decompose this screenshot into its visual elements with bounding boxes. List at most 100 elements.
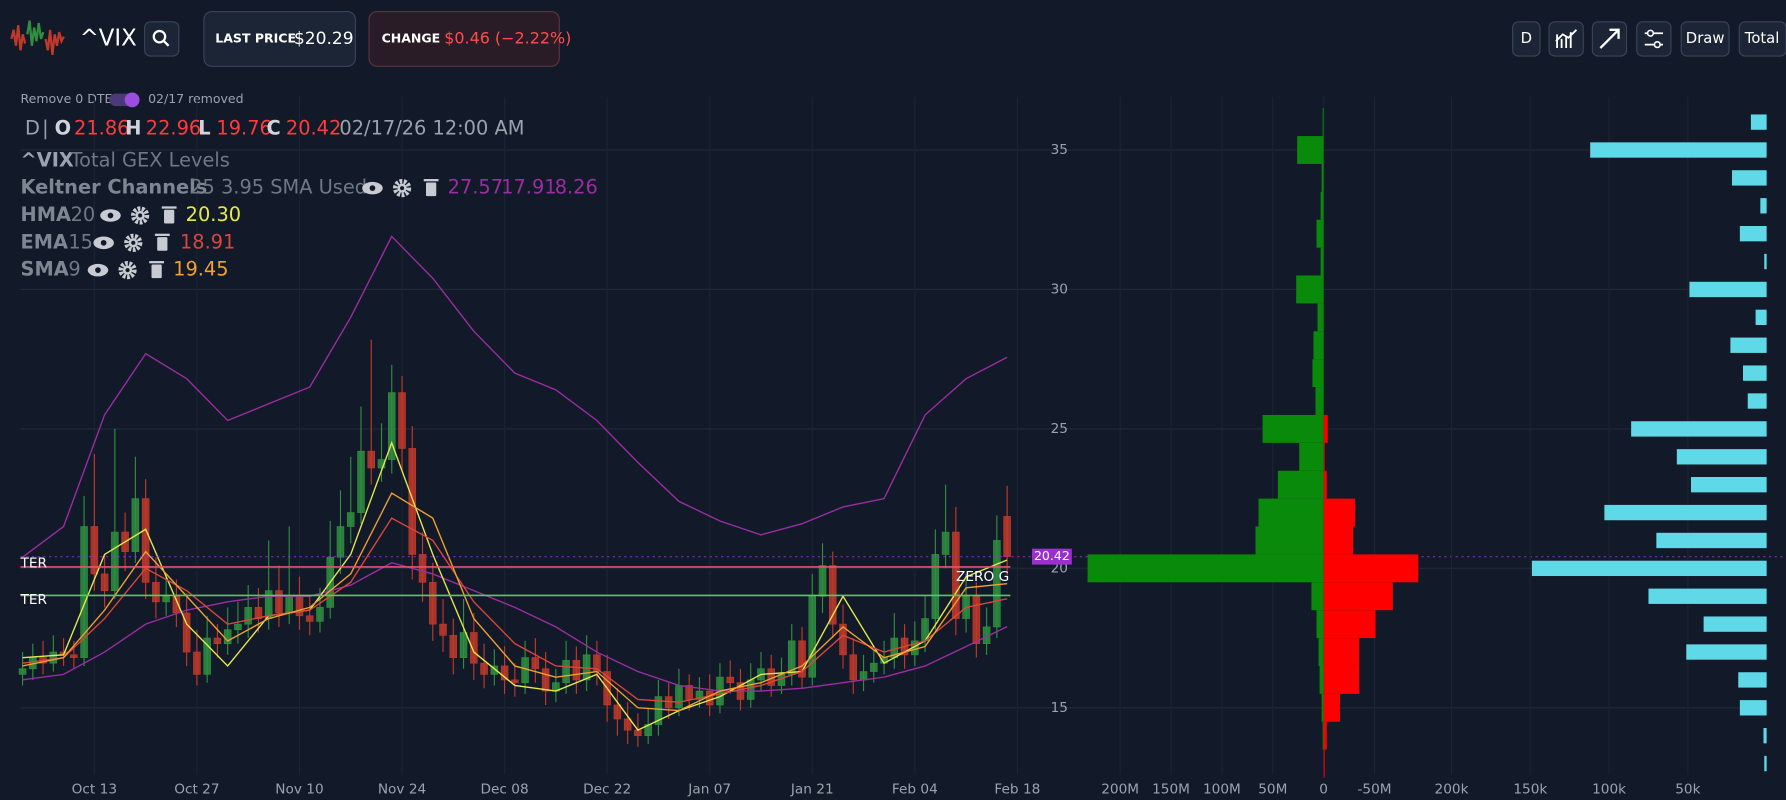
candle-body <box>511 679 519 684</box>
gex-bar <box>1258 498 1324 527</box>
draw-button[interactable] <box>1680 21 1730 57</box>
gex-bar <box>1316 219 1324 248</box>
last-price: $20.29 <box>294 29 354 49</box>
candle-body <box>695 690 704 700</box>
gear-icon[interactable] <box>130 206 150 225</box>
candle-body <box>531 657 540 670</box>
candle-body <box>234 623 242 631</box>
settings-icon[interactable] <box>1653 40 1661 49</box>
gex-bar <box>1760 198 1767 214</box>
trash-icon[interactable] <box>161 206 177 209</box>
gear-icon[interactable] <box>138 213 143 218</box>
gex-bar <box>1322 721 1324 750</box>
search-button-frame[interactable] <box>144 21 180 57</box>
y-tick-label: 25 <box>1051 421 1068 437</box>
indicator-name: HMA <box>21 203 71 226</box>
gex-bar <box>1676 449 1767 465</box>
gex-bar <box>1315 387 1324 415</box>
trash-icon[interactable] <box>425 182 437 197</box>
trash-icon[interactable] <box>423 179 439 182</box>
gear-icon[interactable] <box>124 233 143 252</box>
gear-icon[interactable] <box>131 240 136 245</box>
last-price-tag <box>1031 548 1072 565</box>
candle-body <box>18 668 27 675</box>
gex-bar <box>1750 114 1767 130</box>
trash-icon[interactable] <box>151 264 162 279</box>
gex-bar <box>1323 498 1356 527</box>
interval-button[interactable] <box>1512 21 1541 57</box>
candle-body <box>285 595 293 614</box>
x-tick-label: 150M <box>1152 782 1190 798</box>
toggle-knob[interactable] <box>124 92 140 108</box>
legend-ohlc: L <box>198 116 210 139</box>
toolbar-right: D Draw Total <box>1512 21 1786 57</box>
x-tick-label: Oct 27 <box>174 782 219 798</box>
gex-bar <box>1631 421 1767 437</box>
study-name: Total GEX Levels <box>70 148 230 171</box>
draw-button-label[interactable]: Draw <box>1686 30 1725 47</box>
gex-bar <box>1322 108 1324 137</box>
gex-bar <box>1320 191 1324 220</box>
x-tick-label: 0 <box>1319 782 1328 798</box>
indicator-value: 17.91 <box>501 176 556 199</box>
search-button[interactable] <box>144 21 180 57</box>
indicator-value: 27.57 <box>448 176 503 199</box>
trash-icon[interactable] <box>157 237 168 251</box>
gex-bar <box>1317 303 1324 332</box>
interval-button-label[interactable]: D <box>1521 30 1532 47</box>
trash-icon[interactable] <box>164 209 175 224</box>
candle-body <box>336 526 345 558</box>
y-tick-label: 30 <box>1051 281 1068 297</box>
gex-bar <box>1703 616 1767 632</box>
legend-ohlc: O <box>55 116 71 139</box>
candle-body <box>500 665 509 681</box>
settings-button[interactable] <box>1636 21 1672 57</box>
total-button[interactable] <box>1738 21 1786 57</box>
gex-bar <box>1648 588 1767 604</box>
gex-bar <box>1686 644 1767 660</box>
indicator-value: 19.45 <box>173 258 228 281</box>
trash-icon[interactable] <box>154 233 170 236</box>
gex-bar <box>1689 281 1767 298</box>
candle-body <box>931 554 940 619</box>
gear-icon[interactable] <box>392 179 412 198</box>
eye-icon[interactable] <box>95 267 101 273</box>
candle-body <box>90 526 99 575</box>
gex-bar <box>1738 672 1767 688</box>
candle-body <box>480 662 488 675</box>
indicator-params: 9 <box>68 258 80 281</box>
dte-toggle[interactable] <box>109 92 140 108</box>
indicator-value: 18.91 <box>180 230 235 253</box>
search-icon[interactable] <box>163 40 170 47</box>
gear-icon[interactable] <box>400 186 405 191</box>
settings-icon[interactable] <box>1646 29 1655 37</box>
last-price-label: LAST PRICE <box>215 30 296 45</box>
legend-ohlc: D <box>25 116 40 139</box>
trend-icon[interactable] <box>1599 28 1620 49</box>
filter-label: Remove 0 DTE <box>21 91 113 106</box>
gear-icon[interactable] <box>118 261 137 280</box>
eye-icon[interactable] <box>100 239 107 246</box>
indicator-value: 8.26 <box>555 176 598 199</box>
total-button-label[interactable]: Total <box>1744 30 1780 47</box>
candle-body <box>470 632 478 664</box>
candle-body <box>388 392 396 460</box>
candle-body <box>675 685 683 709</box>
candle-body <box>705 690 714 706</box>
symbol: ^VIX <box>80 25 137 51</box>
eye-icon[interactable] <box>107 212 114 219</box>
eye-icon[interactable] <box>369 185 376 191</box>
search-icon[interactable] <box>152 29 167 44</box>
gex-bar <box>1323 749 1325 778</box>
gear-icon[interactable] <box>125 268 130 273</box>
indicator-line <box>22 562 1008 692</box>
trash-icon[interactable] <box>149 261 165 264</box>
gex-bar <box>1255 526 1324 555</box>
legend-ohlc: | <box>42 116 49 139</box>
candle-body <box>429 581 437 625</box>
candle-body <box>367 450 376 469</box>
gex-bar <box>1277 470 1324 499</box>
indicator-name: SMA <box>21 258 69 281</box>
indicators-icon[interactable] <box>1555 29 1578 49</box>
